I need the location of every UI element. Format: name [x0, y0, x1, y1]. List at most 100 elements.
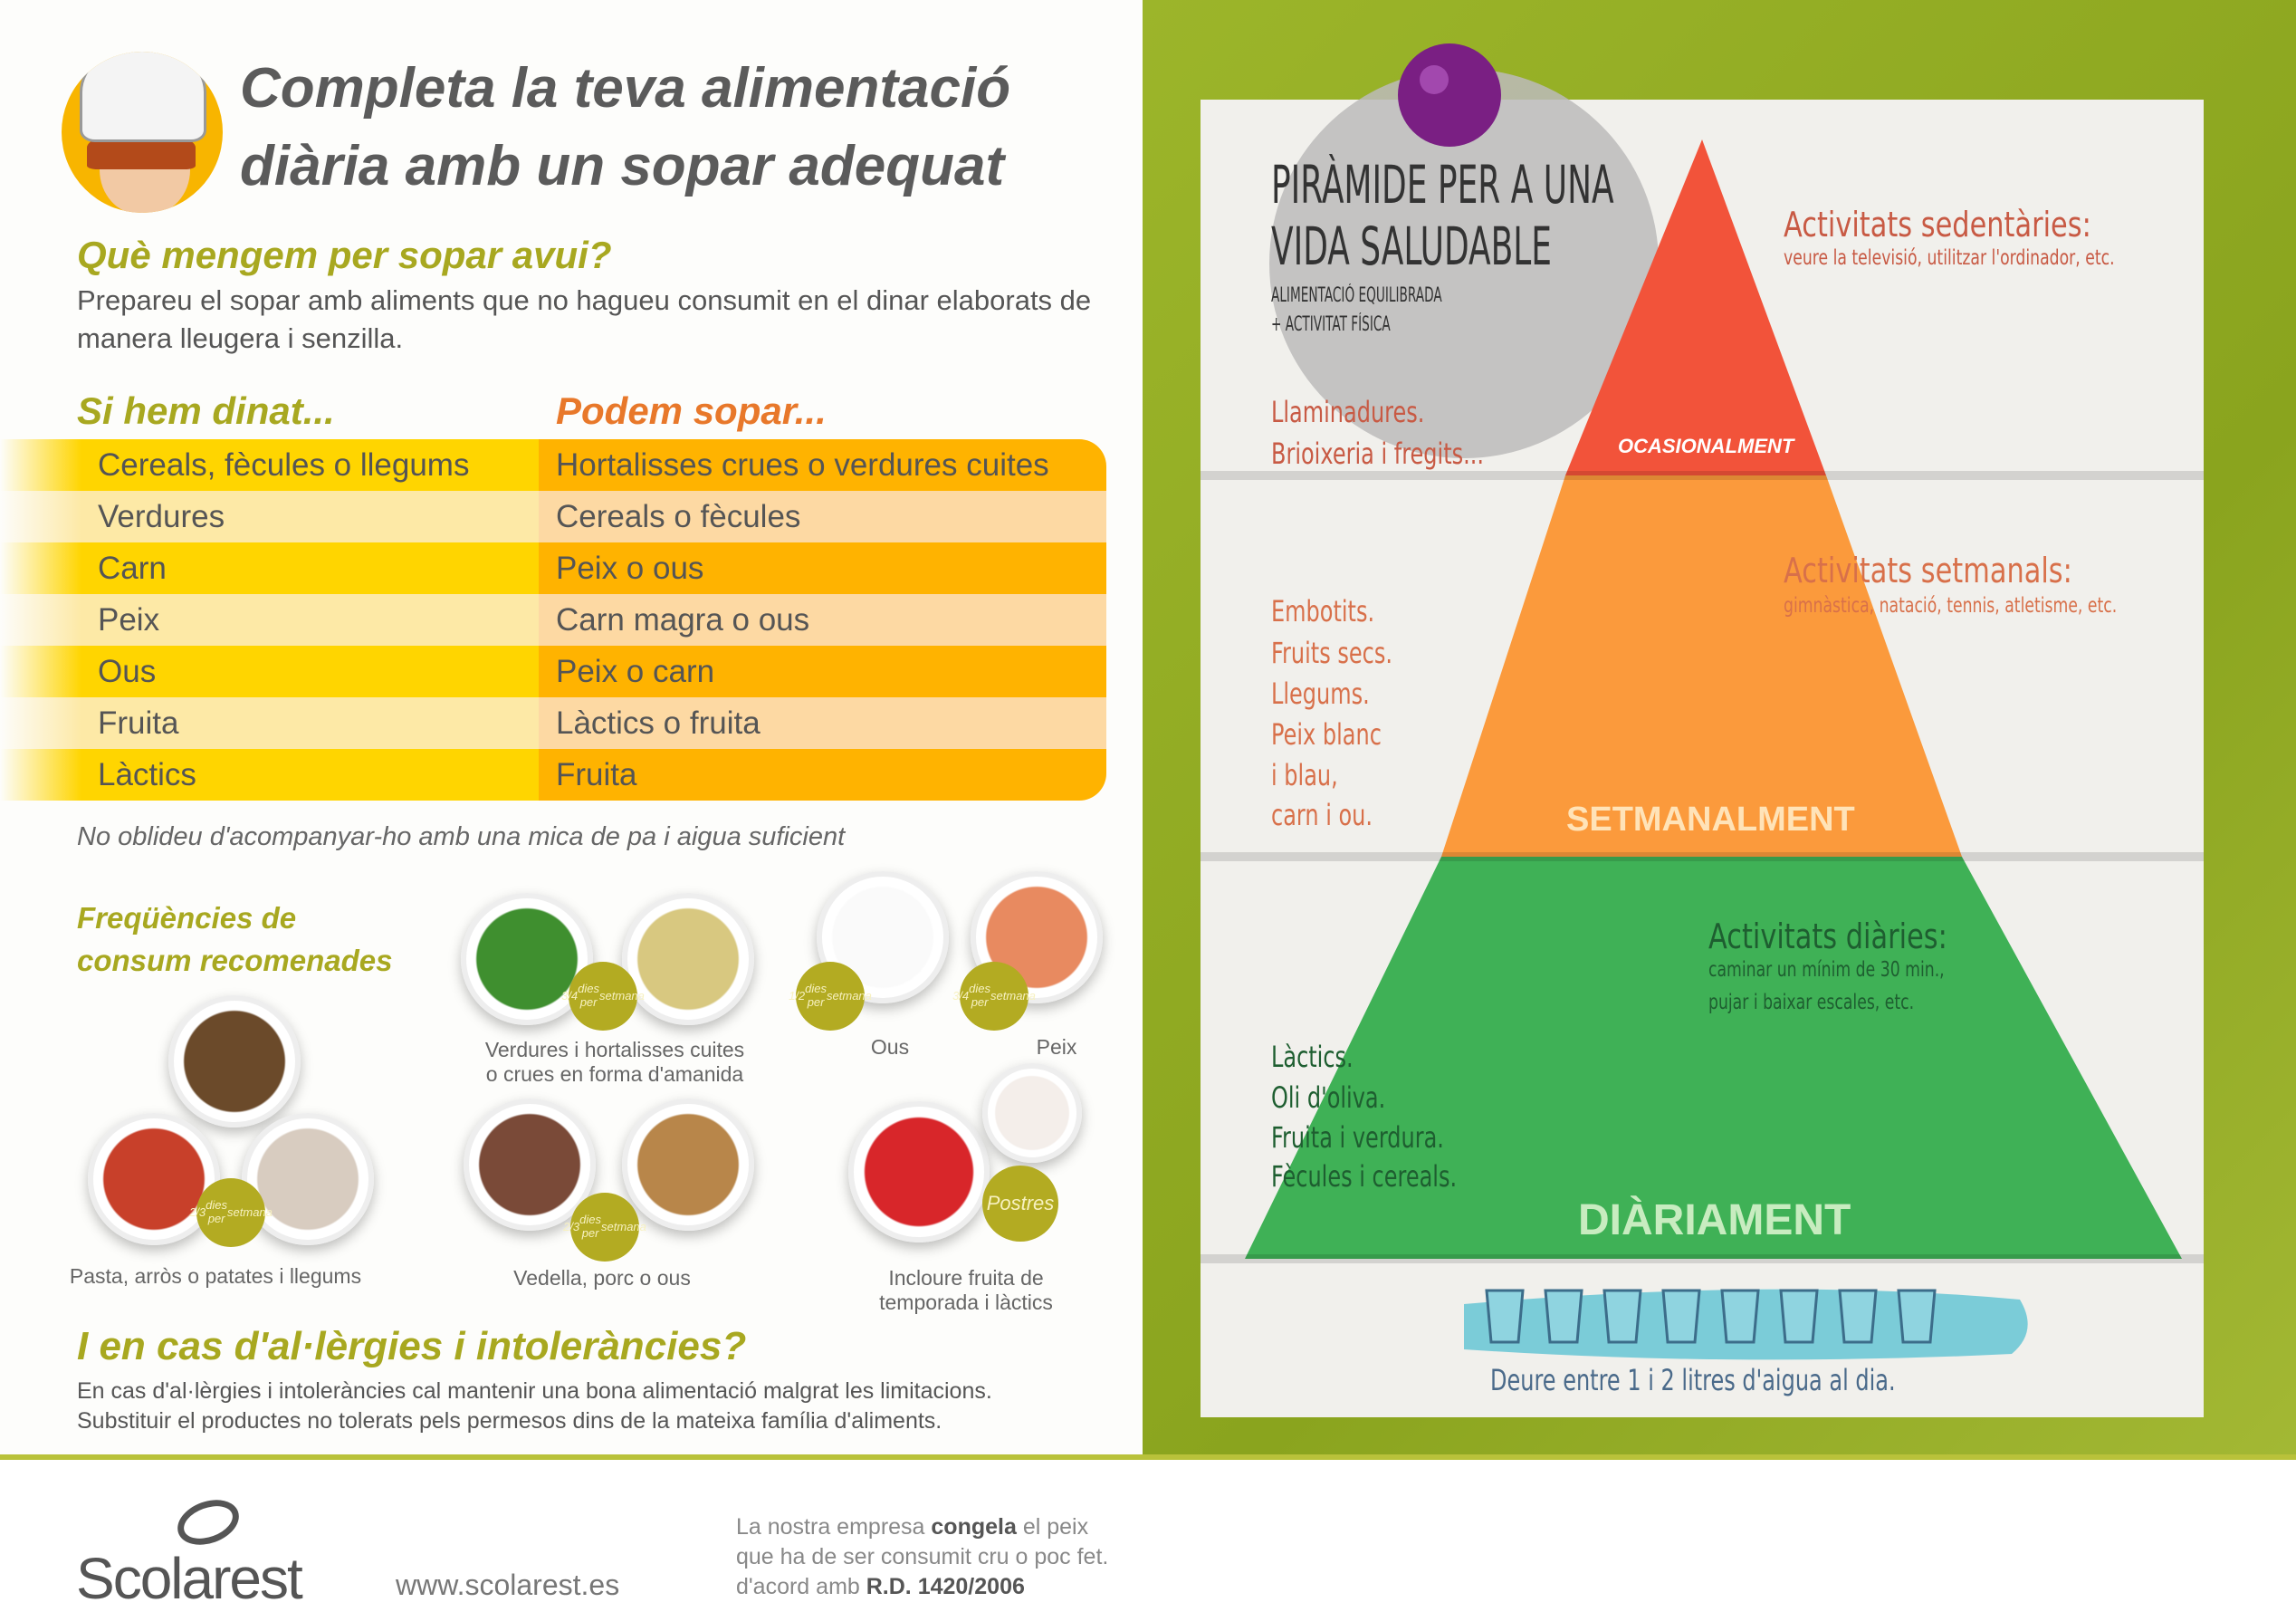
title-blob [1269, 69, 1659, 458]
lunch-cell: Peix [0, 594, 539, 646]
table-row: Peix Carn magra o ous [0, 594, 1106, 646]
table-header-dinner: Podem sopar... [556, 389, 827, 432]
page-title-line2: diària amb un sopar adequat [240, 135, 1005, 197]
top-activity-text: veure la televisió, utilitzar l'ordinado… [1784, 246, 2115, 270]
table-row: Fruita Làctics o fruita [0, 697, 1106, 749]
middle-food: Llegums. [1271, 676, 1370, 711]
bottom-activity-title: Activitats diàries: [1708, 916, 1947, 956]
water-text: Deure entre 1 i 2 litres d'aigua al dia. [1490, 1363, 1896, 1397]
middle-food: carn i ou. [1271, 798, 1373, 832]
top-food-2: Brioixeria i fregits... [1271, 437, 1485, 471]
frequencies-heading-2: consum recomenades [77, 944, 393, 977]
poster-title-1: PIRÀMIDE PER A UNA [1271, 154, 1614, 216]
water-glass-icon [1602, 1289, 1642, 1344]
bottom-food: Fècules i cereals. [1271, 1159, 1458, 1194]
scolarest-logo-icon [171, 1492, 245, 1553]
dinner-cell: Cereals o fècules [539, 491, 1106, 542]
poster-title-2: VIDA SALUDABLE [1271, 216, 1553, 277]
top-food-1: Llaminadures. [1271, 395, 1425, 429]
allergies-heading: I en cas d'al·lèrgies i intoleràncies? [77, 1324, 747, 1368]
footer-note-1: La nostra empresa congela el peix [736, 1514, 1089, 1540]
bottom-activity-text-1: caminar un mínim de 30 min., [1708, 958, 1945, 982]
water-glass-icon [1544, 1289, 1583, 1344]
frequency-caption: Verdures i hortalisses cuites o crues en … [484, 1038, 745, 1086]
dinner-cell: Fruita [539, 749, 1106, 801]
bottom-label: DIÀRIAMENT [1578, 1196, 1851, 1244]
dinner-cell: Peix o carn [539, 646, 1106, 697]
paper-fold [1201, 471, 2204, 480]
footer-note-3: d'acord amb R.D. 1420/2006 [736, 1574, 1025, 1599]
soup-plate [622, 893, 754, 1025]
water-glass-icon [1485, 1289, 1525, 1344]
mascot-avatar [62, 52, 223, 213]
lunch-cell: Làctics [0, 749, 539, 801]
allergies-text-1: En cas d'al·lèrgies i intoleràncies cal … [77, 1378, 992, 1404]
chef-hat-icon [80, 52, 206, 142]
frequency-badge: Postres [982, 1166, 1058, 1242]
middle-activity-text: gimnàstica, natació, tennis, atletisme, … [1784, 594, 2118, 618]
table-header-lunch: Si hem dinat... [77, 389, 335, 432]
frequency-badge: 2/3 dies per setmana [189, 1178, 273, 1247]
dinner-cell: Carn magra o ous [539, 594, 1106, 646]
lunch-cell: Verdures [0, 491, 539, 542]
top-label: OCASIONALMENT [1618, 435, 1794, 457]
intro-text-1: Prepareu el sopar amb aliments que no ha… [77, 284, 1092, 316]
bottom-activity-text-2: pujar i baixar escales, etc. [1708, 991, 1915, 1014]
water-glass-icon [1897, 1289, 1937, 1344]
frequency-badge: 3/4 dies per setmana [952, 962, 1036, 1031]
middle-food: Fruits secs. [1271, 636, 1392, 670]
water-glass-icon [1779, 1289, 1819, 1344]
right-panel: PIRÀMIDE PER A UNA VIDA SALUDABLE ALIMEN… [1143, 0, 2296, 1454]
lentils-plate [168, 995, 301, 1127]
pyramid-bottom [1245, 857, 2182, 1259]
frequency-badge: 1/2 dies per setmana [789, 962, 872, 1031]
bottom-food: Fruita i verdura. [1271, 1120, 1444, 1155]
lunch-cell: Ous [0, 646, 539, 697]
frequency-badge: 3/4 dies per setmana [561, 962, 645, 1031]
paper-fold [1201, 852, 2204, 861]
bottom-food: Làctics. [1271, 1040, 1354, 1074]
bottom-food: Oli d'oliva. [1271, 1080, 1386, 1115]
strawberry-plate [848, 1101, 990, 1243]
pyramid-middle [1441, 475, 1962, 857]
table-row: Làctics Fruita [0, 749, 1106, 801]
top-activity-title: Activitats sedentàries: [1784, 205, 2091, 245]
pyramid-top [1565, 139, 1826, 475]
water-glass-icon [1661, 1289, 1701, 1344]
table-note: No oblideu d'acompanyar-ho amb una mica … [77, 822, 846, 851]
rice-plate [242, 1113, 374, 1245]
middle-food: Embotits. [1271, 594, 1375, 628]
lunch-cell: Carn [0, 542, 539, 594]
footer: Scolarest www.scolarest.es La nostra emp… [0, 1454, 2296, 1611]
left-panel: Completa la teva alimentació diària amb … [0, 0, 1143, 1454]
allergies-text-2: Substituir el productes no tolerats pels… [77, 1408, 942, 1434]
water-glass-icon [1720, 1289, 1760, 1344]
lunch-cell: Cereals, fècules o llegums [0, 439, 539, 491]
page-title-line1: Completa la teva alimentació [240, 57, 1011, 120]
table-row: Ous Peix o carn [0, 646, 1106, 697]
salad-plate [461, 893, 593, 1025]
steak-plate [464, 1099, 596, 1231]
middle-food: Peix blanc [1271, 717, 1382, 752]
dinner-cell: Hortalisses crues o verdures cuites [539, 439, 1106, 491]
website-link[interactable]: www.scolarest.es [396, 1569, 620, 1601]
frequency-caption: Vedella, porc o ous [513, 1266, 691, 1290]
poster-subtitle-1: ALIMENTACIÓ EQUILIBRADA [1271, 284, 1442, 307]
middle-food: i blau, [1271, 758, 1338, 792]
frequency-caption: Pasta, arròs o patates i llegums [69, 1264, 362, 1288]
table-row: Verdures Cereals o fècules [0, 491, 1106, 542]
frequency-caption: Ous [870, 1035, 910, 1059]
table-row: Carn Peix o ous [0, 542, 1106, 594]
frequencies-heading-1: Freqüències de [77, 901, 297, 935]
pyramid-poster [1201, 43, 2204, 1417]
chicken-plate [622, 1099, 754, 1231]
dinner-cell: Làctics o fruita [539, 697, 1106, 749]
footer-note-2: que ha de ser consumit cru o poc fet. [736, 1544, 1109, 1569]
frequency-caption: Peix [1036, 1035, 1077, 1059]
water-glass-icon [1838, 1289, 1878, 1344]
dinner-cell: Peix o ous [539, 542, 1106, 594]
scolarest-logo: Scolarest [76, 1546, 303, 1611]
middle-label: SETMANALMENT [1566, 801, 1855, 839]
table-row: Cereals, fècules o llegums Hortalisses cr… [0, 439, 1106, 491]
poster-subtitle-2: + ACTIVITAT FÍSICA [1271, 313, 1391, 336]
